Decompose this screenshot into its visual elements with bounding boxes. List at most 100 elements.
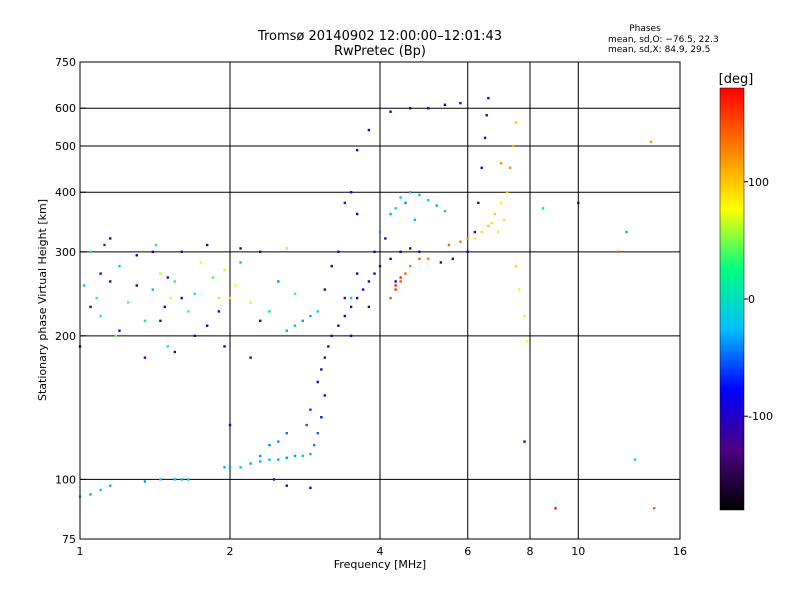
data-point: [223, 466, 226, 469]
data-point: [378, 230, 382, 234]
data-point: [173, 350, 177, 354]
chart-subtitle: RwPretec (Bp): [334, 44, 426, 59]
data-point: [135, 254, 138, 257]
data-point: [173, 280, 177, 283]
data-point: [268, 443, 271, 447]
data-point: [373, 272, 376, 275]
data-point: [285, 247, 288, 250]
data-point: [523, 314, 526, 318]
x-tick-label: 4: [377, 545, 384, 558]
data-point: [316, 380, 319, 384]
data-point: [327, 345, 330, 348]
colorbar-tick-label: -100: [748, 410, 773, 423]
data-point: [577, 201, 580, 205]
data-point: [234, 284, 237, 287]
data-point: [323, 356, 327, 359]
data-point: [625, 230, 628, 234]
data-point: [649, 140, 653, 144]
phases-x-stats: mean, sd,X: 84.9, 29.5: [608, 45, 710, 55]
y-tick-label: 500: [55, 140, 76, 153]
data-point: [418, 250, 421, 254]
data-point: [443, 103, 447, 107]
data-point: [378, 264, 382, 268]
data-point: [477, 201, 480, 205]
data-point: [652, 507, 656, 510]
data-point: [389, 296, 392, 300]
data-point: [109, 484, 112, 487]
colorbar-ticks: 100 0 -100: [744, 176, 773, 423]
data-point: [169, 296, 172, 300]
data-point: [349, 191, 353, 194]
data-point: [337, 250, 340, 254]
y-tick-label: 300: [55, 246, 76, 259]
data-point: [633, 458, 637, 461]
data-point: [293, 292, 297, 295]
data-point: [305, 423, 308, 427]
data-point: [193, 334, 197, 338]
data-point: [89, 250, 92, 254]
data-point: [367, 305, 371, 309]
data-point: [343, 296, 347, 300]
data-point: [480, 230, 483, 234]
data-point: [249, 301, 252, 304]
data-point: [541, 207, 545, 210]
data-point: [285, 431, 288, 435]
data-point: [159, 478, 162, 481]
x-tick-label: 10: [571, 545, 585, 558]
data-point: [466, 250, 469, 254]
colorbar-tick-label: 100: [748, 176, 769, 189]
data-point: [205, 243, 209, 247]
data-point: [259, 250, 262, 254]
data-point: [399, 196, 402, 199]
data-point: [343, 314, 347, 318]
y-tick-label: 200: [55, 330, 76, 343]
data-point: [483, 136, 487, 140]
data-point: [485, 114, 488, 117]
data-point: [511, 144, 515, 148]
data-point: [493, 212, 497, 216]
data-point: [394, 284, 397, 287]
data-point: [473, 230, 477, 234]
data-point: [399, 276, 402, 279]
data-point: [384, 237, 387, 240]
data-point: [490, 221, 493, 225]
data-point: [367, 128, 371, 132]
data-point: [309, 408, 312, 411]
data-point: [330, 334, 333, 338]
data-point: [427, 107, 430, 110]
data-point: [277, 280, 280, 283]
data-point: [309, 486, 312, 490]
data-point: [309, 314, 312, 318]
colorbar-tick-label: 0: [748, 293, 755, 306]
phases-title: Phases: [629, 24, 661, 34]
data-point: [409, 107, 412, 110]
data-point: [272, 478, 276, 481]
data-point: [466, 237, 469, 240]
data-point: [389, 212, 392, 216]
data-point: [249, 462, 252, 465]
data-point: [496, 230, 500, 234]
data-point: [151, 250, 155, 254]
grid: [80, 62, 680, 539]
data-point: [337, 324, 340, 327]
data-point: [409, 264, 412, 268]
phases-info: Phases mean, sd,O: −76.5, 22.3 mean, sd,…: [608, 24, 719, 55]
x-axis-ticks: 1 2 4 6 8 10 16: [77, 545, 688, 558]
data-point: [404, 272, 407, 275]
data-point: [499, 162, 503, 165]
data-point: [239, 466, 242, 469]
data-point: [404, 201, 407, 205]
data-point: [99, 488, 102, 492]
data-point: [166, 345, 169, 348]
data-point: [517, 288, 521, 291]
y-tick-label: 750: [55, 56, 76, 69]
data-point: [118, 264, 121, 268]
data-point: [505, 191, 509, 194]
data-point: [349, 334, 353, 338]
data-point: [323, 288, 327, 291]
data-point: [151, 288, 155, 291]
data-point: [239, 261, 242, 264]
data-point: [154, 243, 158, 247]
data-point: [187, 478, 190, 481]
